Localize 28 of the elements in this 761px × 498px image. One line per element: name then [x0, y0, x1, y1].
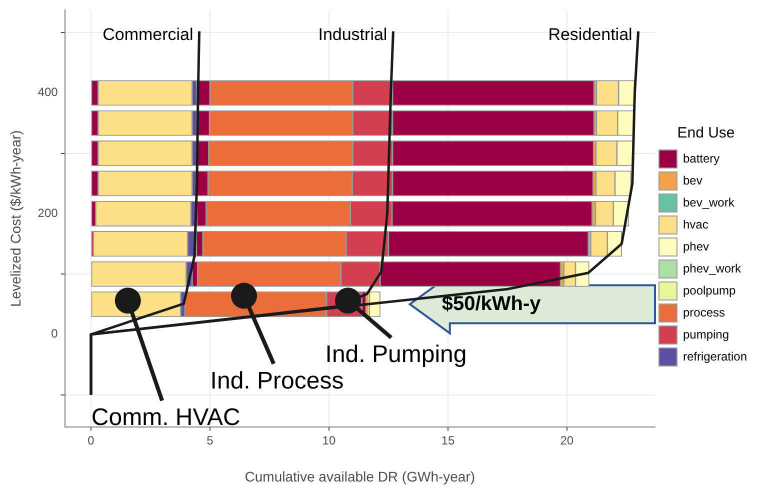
- x-tick-label: 20: [560, 433, 574, 448]
- series-label: Commercial: [102, 25, 194, 44]
- x-tick-label: 15: [441, 433, 455, 448]
- legend-label: refrigeration: [682, 349, 747, 364]
- x-tick-label: 10: [322, 433, 336, 448]
- y-tick-label: 0: [51, 326, 58, 341]
- legend-label: hvac: [682, 217, 708, 232]
- legend-label: bev: [682, 173, 702, 188]
- y-tick-label: 200: [38, 206, 58, 220]
- x-tick-label: 0: [88, 433, 95, 448]
- series-label: Industrial: [318, 25, 388, 44]
- x-axis-title: Cumulative available DR (GWh-year): [244, 468, 476, 484]
- series-label: Residential: [548, 25, 632, 44]
- legend-label: process: [682, 305, 725, 320]
- legend-label: pumping: [682, 327, 729, 342]
- legend-label: battery: [682, 151, 720, 166]
- legend-label: poolpump: [682, 283, 736, 298]
- legend-label: phev_work: [682, 261, 742, 276]
- y-tick-label: 400: [38, 85, 58, 100]
- legend-title: End Use: [677, 124, 735, 142]
- x-tick-label: 5: [206, 433, 214, 448]
- legend-label: bev_work: [682, 195, 736, 210]
- y-axis-title: Levelized Cost ($/kWh-year): [7, 130, 24, 307]
- annotation: $50/kWh-y: [442, 292, 542, 315]
- legend-label: phev: [682, 239, 709, 254]
- annotation: Comm. HVAC: [91, 404, 240, 432]
- annotation: Ind. Pumping: [325, 341, 467, 368]
- annotation: Ind. Process: [210, 367, 344, 394]
